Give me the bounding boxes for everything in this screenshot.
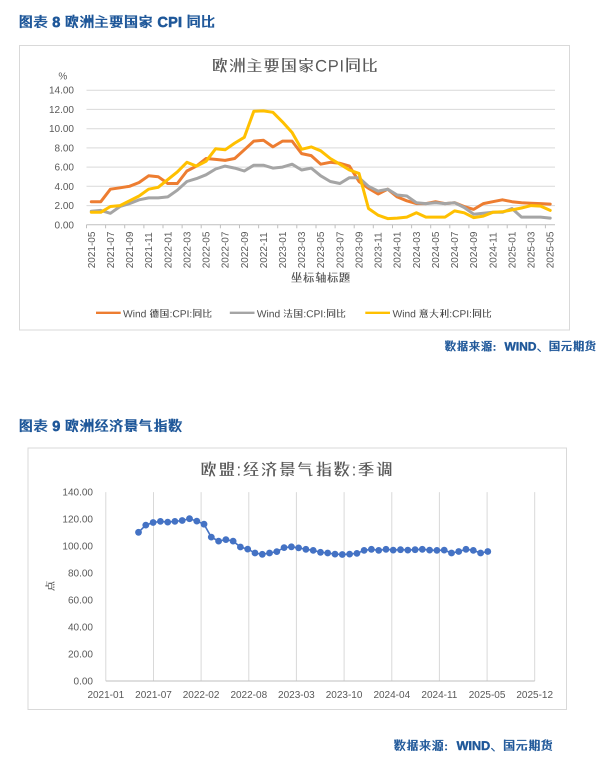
svg-text:6.00: 6.00 xyxy=(55,163,75,174)
svg-text:2022-01: 2022-01 xyxy=(163,231,174,268)
svg-text:2025-05: 2025-05 xyxy=(469,690,506,701)
svg-text:2021-07: 2021-07 xyxy=(106,231,117,268)
svg-text:2024-01: 2024-01 xyxy=(393,231,404,268)
svg-text:80.00: 80.00 xyxy=(68,569,93,580)
svg-text:2025-01: 2025-01 xyxy=(508,231,519,268)
svg-text:2025-12: 2025-12 xyxy=(516,690,553,701)
svg-text:2024-09: 2024-09 xyxy=(469,231,480,268)
svg-text:120.00: 120.00 xyxy=(62,515,93,526)
svg-text:2021-05: 2021-05 xyxy=(87,231,98,268)
svg-text:2023-10: 2023-10 xyxy=(326,690,363,701)
svg-text:2022-02: 2022-02 xyxy=(183,690,220,701)
svg-text:2024-04: 2024-04 xyxy=(373,690,410,701)
svg-text:14.00: 14.00 xyxy=(49,86,74,97)
svg-text:0.00: 0.00 xyxy=(55,220,75,231)
svg-text:2023-03: 2023-03 xyxy=(297,231,308,268)
svg-text:2024-07: 2024-07 xyxy=(450,231,461,268)
svg-text:100.00: 100.00 xyxy=(62,542,93,553)
svg-text:2022-05: 2022-05 xyxy=(202,231,213,268)
svg-text:2.00: 2.00 xyxy=(55,201,75,212)
svg-text:2022-03: 2022-03 xyxy=(182,231,193,268)
svg-text:12.00: 12.00 xyxy=(49,105,74,116)
svg-text:2023-01: 2023-01 xyxy=(278,231,289,268)
svg-text:2023-11: 2023-11 xyxy=(374,232,385,268)
svg-text:2022-08: 2022-08 xyxy=(230,690,267,701)
svg-text:140.00: 140.00 xyxy=(62,488,93,499)
svg-text:%: % xyxy=(58,72,67,83)
svg-text:2024-05: 2024-05 xyxy=(431,231,442,268)
svg-text:4.00: 4.00 xyxy=(55,182,75,193)
svg-text:2024-03: 2024-03 xyxy=(412,231,423,268)
svg-text:2022-09: 2022-09 xyxy=(240,231,251,268)
svg-text:60.00: 60.00 xyxy=(68,596,93,607)
svg-text:20.00: 20.00 xyxy=(68,650,93,661)
svg-text:10.00: 10.00 xyxy=(49,124,74,135)
svg-text:2021-11: 2021-11 xyxy=(144,232,155,268)
svg-text:2023-09: 2023-09 xyxy=(355,231,366,268)
svg-text:2023-03: 2023-03 xyxy=(278,690,315,701)
svg-text:2022-07: 2022-07 xyxy=(221,231,232,268)
svg-text:8.00: 8.00 xyxy=(55,143,75,154)
svg-text:2022-11: 2022-11 xyxy=(259,232,270,268)
svg-text:2021-09: 2021-09 xyxy=(125,231,136,268)
svg-text:2023-05: 2023-05 xyxy=(316,231,327,268)
svg-text:40.00: 40.00 xyxy=(68,623,93,634)
svg-text:2023-07: 2023-07 xyxy=(335,231,346,268)
svg-text:2021-01: 2021-01 xyxy=(87,690,124,701)
svg-text:2021-07: 2021-07 xyxy=(135,690,172,701)
svg-text:2025-05: 2025-05 xyxy=(546,231,557,268)
svg-text:2025-03: 2025-03 xyxy=(527,231,538,268)
svg-text:2024-11: 2024-11 xyxy=(421,690,457,701)
svg-text:2024-11: 2024-11 xyxy=(488,232,499,268)
svg-text:0.00: 0.00 xyxy=(74,677,94,688)
